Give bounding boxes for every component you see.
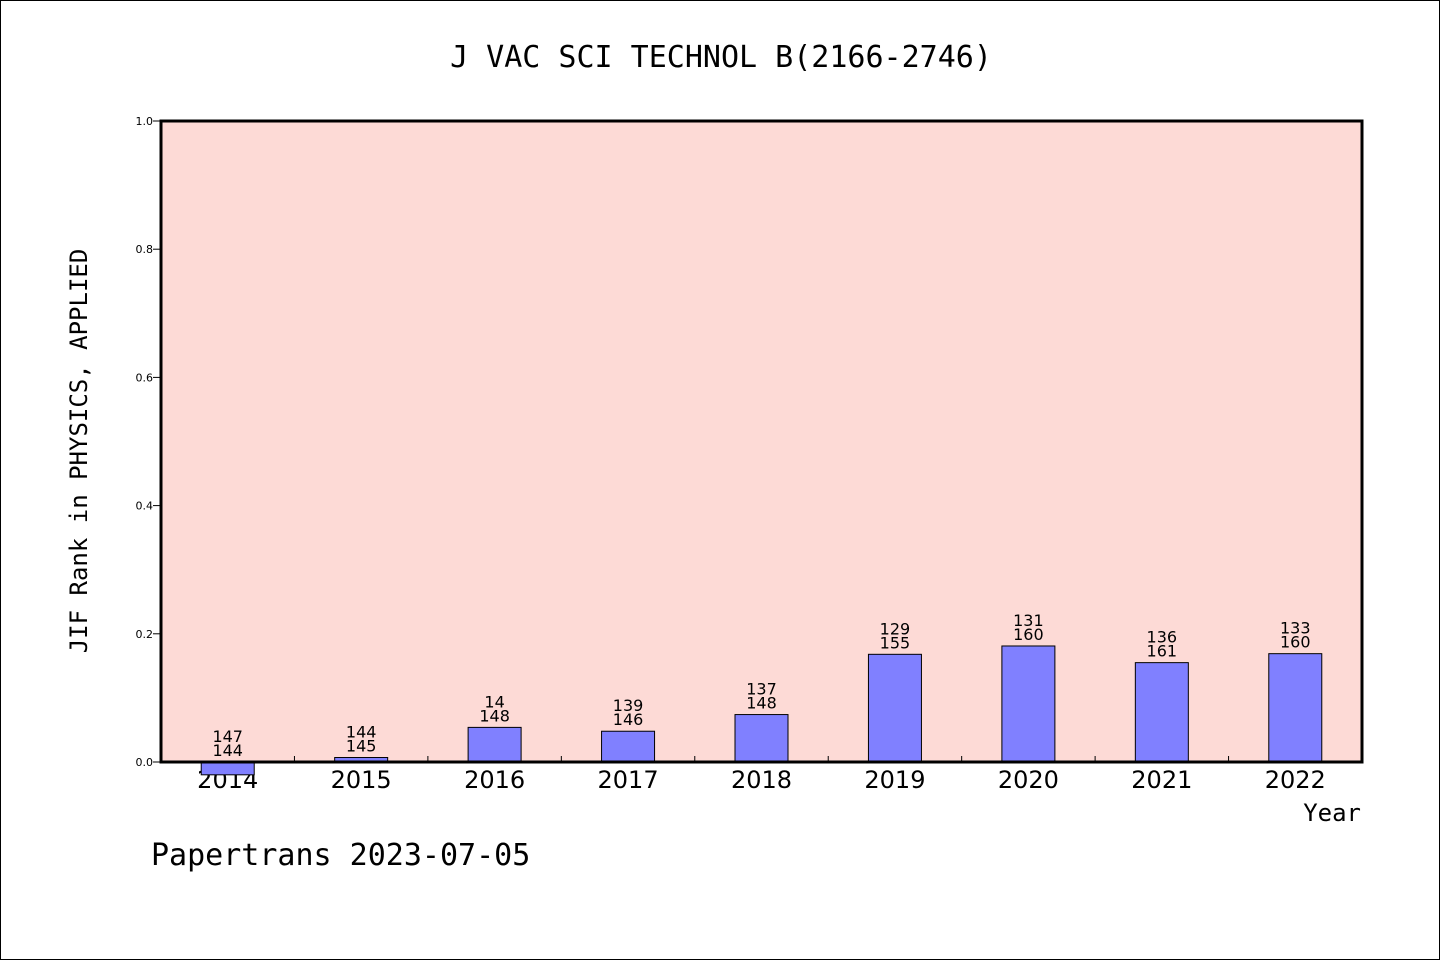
data-label-total: 155 <box>880 633 911 652</box>
x-tick-label: 2018 <box>731 766 792 794</box>
data-label-total: 148 <box>746 694 777 713</box>
y-axis-label: JIF Rank in PHYSICS, APPLIED <box>65 249 93 654</box>
footer-text: Papertrans 2023-07-05 <box>151 838 530 873</box>
bar-2021 <box>1134 662 1189 763</box>
x-tick-label: 2021 <box>1131 766 1192 794</box>
data-label-rank: 137 <box>746 680 777 699</box>
data-label-total: 160 <box>1280 633 1311 652</box>
y-tick-label: 0.2 <box>136 628 154 641</box>
x-tick-label: 2016 <box>464 766 525 794</box>
bar-2018 <box>734 714 789 763</box>
y-tick-label: 0.4 <box>136 500 154 513</box>
y-tick-label: 1.0 <box>136 115 154 128</box>
data-label-rank: 14 <box>484 692 504 711</box>
data-label-rank: 139 <box>613 696 644 715</box>
x-axis: 2014 2015 2016 2017 2018 2019 2020 2021 2022 <box>197 756 1326 794</box>
bar-2019 <box>867 653 922 763</box>
data-label-rank: 147 <box>212 727 243 746</box>
data-label-total: 160 <box>1013 625 1044 644</box>
data-label-rank: 144 <box>346 723 377 742</box>
bar-2014 <box>200 761 255 776</box>
y-tick-label: 0.8 <box>136 243 154 256</box>
plot-border <box>159 119 1364 764</box>
x-tick-label: 2020 <box>998 766 1059 794</box>
bar-2017 <box>601 730 656 763</box>
bar-2016 <box>467 726 522 763</box>
x-tick-label: 2017 <box>598 766 659 794</box>
x-tick-label: 2015 <box>331 766 392 794</box>
x-axis-label: Year <box>1303 799 1361 827</box>
data-label-total: 148 <box>479 706 510 725</box>
bar-2020 <box>1001 645 1056 763</box>
data-label-rank: 131 <box>1013 611 1044 630</box>
data-labels: 1471441441451414813914613714812915513116… <box>212 611 1310 760</box>
data-label-rank: 129 <box>880 619 911 638</box>
y-tick-label: 0.6 <box>136 371 154 384</box>
x-tick-label: 2022 <box>1265 766 1326 794</box>
chart-title: J VAC SCI TECHNOL B(2166-2746) <box>450 40 992 75</box>
data-label-total: 145 <box>346 737 377 756</box>
data-label-total: 161 <box>1147 642 1178 661</box>
bar-2022 <box>1268 653 1323 763</box>
data-label-rank: 136 <box>1147 628 1178 647</box>
y-tick-label: 0.0 <box>136 756 154 769</box>
plot-area <box>161 121 1362 762</box>
data-label-total: 144 <box>212 741 243 760</box>
y-axis: 0.0 0.2 0.4 0.6 0.8 1.0 <box>136 115 161 769</box>
x-tick-label: 2019 <box>864 766 925 794</box>
data-label-total: 146 <box>613 710 644 729</box>
data-label-rank: 133 <box>1280 619 1311 638</box>
